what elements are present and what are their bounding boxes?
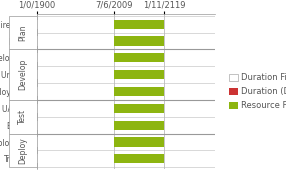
Bar bbox=[114, 53, 164, 62]
Bar bbox=[114, 104, 116, 113]
Bar bbox=[114, 70, 164, 79]
Bar bbox=[37, 121, 114, 130]
Bar bbox=[9, 100, 37, 134]
Bar bbox=[114, 70, 116, 79]
Bar bbox=[114, 53, 116, 62]
Bar bbox=[114, 36, 116, 46]
Bar bbox=[9, 134, 37, 167]
Text: Test: Test bbox=[18, 109, 27, 124]
Bar bbox=[114, 20, 116, 29]
Bar bbox=[114, 137, 164, 147]
Bar bbox=[114, 154, 164, 164]
Text: Develop: Develop bbox=[18, 59, 27, 90]
Bar bbox=[114, 121, 116, 130]
Bar bbox=[37, 36, 114, 46]
Bar bbox=[114, 137, 116, 147]
Bar bbox=[9, 16, 37, 49]
Bar bbox=[37, 87, 114, 96]
Bar bbox=[114, 87, 116, 96]
Bar bbox=[37, 70, 114, 79]
Bar bbox=[114, 20, 164, 29]
Text: Plan: Plan bbox=[18, 24, 27, 41]
Bar bbox=[37, 154, 114, 164]
Bar bbox=[114, 87, 164, 96]
Text: Deploy: Deploy bbox=[18, 137, 27, 164]
Bar bbox=[37, 137, 114, 147]
Bar bbox=[114, 154, 116, 164]
Bar bbox=[9, 49, 37, 100]
Bar bbox=[37, 20, 114, 29]
Legend: Duration Filler, Duration (Days), Resource Filler: Duration Filler, Duration (Days), Resour… bbox=[228, 71, 286, 112]
Bar bbox=[37, 53, 114, 62]
Bar bbox=[114, 36, 164, 46]
Bar bbox=[114, 121, 164, 130]
Bar bbox=[37, 104, 114, 113]
Bar bbox=[114, 104, 164, 113]
